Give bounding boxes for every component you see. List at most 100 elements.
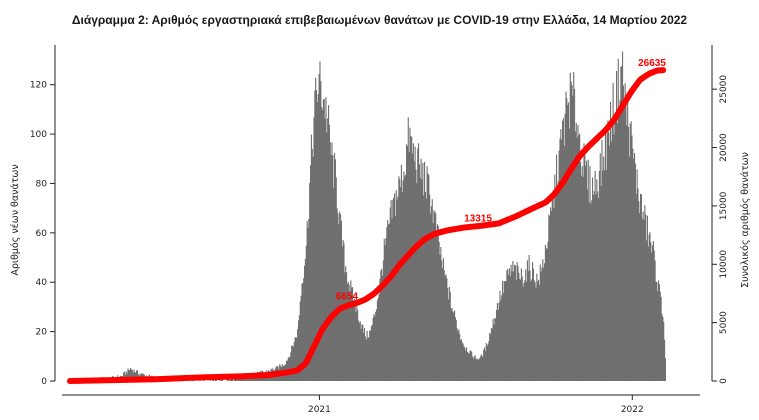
bar [550, 207, 552, 381]
bar [476, 359, 478, 381]
bar [220, 378, 222, 381]
bar [353, 298, 355, 381]
y-tick-label: 120 [30, 81, 47, 91]
bar [311, 148, 313, 381]
bar [434, 211, 436, 381]
bar [614, 120, 616, 381]
bar [632, 148, 634, 381]
bar [479, 356, 481, 381]
bar [638, 201, 640, 381]
bar [422, 162, 424, 381]
bar [400, 164, 402, 381]
bar [650, 242, 652, 381]
bar [557, 181, 559, 381]
bar [340, 220, 342, 381]
bar [610, 141, 612, 381]
bar [587, 159, 589, 381]
bar [367, 337, 369, 381]
annotations-group: 6654 13315 26635 [336, 58, 667, 302]
bar [544, 244, 546, 381]
bar [564, 113, 566, 382]
bar [630, 121, 632, 381]
bar [536, 273, 538, 381]
bar [418, 143, 420, 381]
bar [215, 379, 217, 381]
bar [466, 352, 468, 381]
bar [134, 371, 136, 381]
bar [332, 155, 334, 381]
y2-tick-label: 20000 [719, 133, 729, 162]
bar [563, 146, 565, 381]
bar [323, 98, 325, 382]
bar [402, 180, 404, 381]
bar [424, 161, 426, 381]
cumulative-annotation: 13315 [464, 214, 492, 225]
bar [413, 161, 415, 381]
bar [453, 312, 455, 381]
bar [525, 269, 527, 381]
bar [567, 104, 569, 381]
bar [553, 207, 555, 381]
bar [451, 308, 453, 381]
bar [578, 135, 580, 381]
bar [313, 117, 315, 381]
bar [584, 153, 586, 381]
bar [509, 276, 511, 381]
bar [462, 343, 464, 381]
bar [603, 156, 605, 381]
bar [385, 237, 387, 381]
bar [544, 263, 546, 381]
bar [651, 252, 653, 381]
bar [570, 81, 572, 381]
bar [520, 268, 522, 381]
bar [442, 268, 444, 381]
bar [445, 274, 447, 381]
bar [580, 161, 582, 381]
bar [373, 314, 375, 381]
bar [430, 213, 432, 381]
bar [628, 156, 630, 381]
bar [363, 332, 365, 381]
bar [467, 352, 469, 381]
bar [539, 264, 541, 381]
bar [388, 224, 390, 381]
bar [136, 370, 138, 381]
bar [459, 334, 461, 381]
bar [300, 295, 302, 381]
bar [574, 131, 576, 381]
bar [590, 204, 592, 381]
bar [360, 328, 362, 381]
bar [582, 176, 584, 381]
bar [322, 109, 324, 381]
bar [657, 291, 659, 381]
bar [405, 174, 407, 381]
bar [310, 165, 312, 381]
bar [552, 191, 554, 381]
bar [396, 199, 398, 381]
y-tick-label: 100 [30, 130, 47, 140]
bar [431, 199, 433, 381]
bar [562, 120, 564, 382]
bar [299, 301, 301, 381]
bar [625, 102, 627, 381]
bar [328, 124, 330, 381]
bar [500, 300, 502, 381]
bar [661, 314, 663, 381]
bar [288, 356, 290, 381]
cumulative-annotation: 26635 [638, 58, 666, 69]
bar [613, 134, 615, 381]
bar [653, 250, 655, 381]
bar [379, 278, 381, 381]
bar [656, 282, 658, 381]
bar [634, 153, 636, 381]
bar [471, 351, 473, 381]
bar [586, 189, 588, 381]
bar [454, 310, 456, 381]
y-tick-label: 60 [36, 229, 48, 239]
y2-tick-label: 10000 [719, 250, 729, 279]
bar [549, 216, 551, 381]
bar [496, 303, 498, 381]
bar [627, 101, 629, 382]
bar [420, 158, 422, 381]
bar [251, 377, 253, 381]
